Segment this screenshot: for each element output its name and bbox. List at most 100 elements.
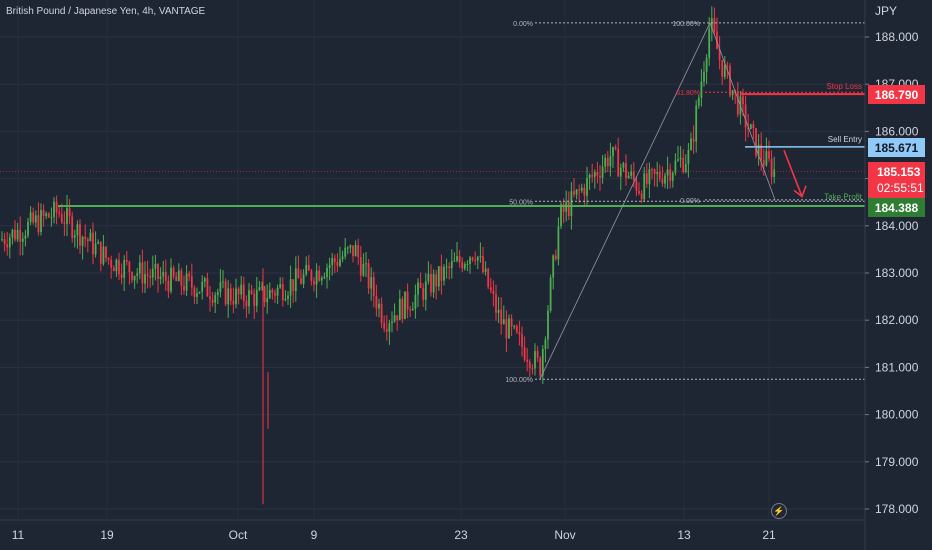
candle-body xyxy=(271,290,274,293)
candle-body xyxy=(409,309,412,311)
candle-body xyxy=(118,259,120,275)
fib2-top-label: 100.00% xyxy=(672,21,700,28)
candle-body xyxy=(359,257,362,276)
candle-body xyxy=(120,274,123,278)
candle-body xyxy=(658,172,661,179)
time-tick-label: 9 xyxy=(311,528,318,542)
candle-body xyxy=(274,292,276,296)
candle-body xyxy=(744,104,747,128)
candle-body xyxy=(219,282,222,292)
candle-body xyxy=(383,322,386,329)
candle-body xyxy=(674,160,677,173)
candle-body xyxy=(562,204,565,212)
candle-body xyxy=(66,208,68,224)
current-price: 185.153 xyxy=(877,165,921,179)
fib1-bottom-label: 100.00% xyxy=(505,377,533,384)
candle-body xyxy=(84,236,87,239)
candle-body xyxy=(255,290,258,306)
candle-body xyxy=(617,148,620,177)
candle-body xyxy=(718,49,721,61)
candle-body xyxy=(206,278,209,297)
fib2-bottom-label: 0.00% xyxy=(680,198,700,205)
candle-body xyxy=(305,264,308,275)
candle-body xyxy=(417,282,419,295)
candle-body xyxy=(289,279,292,296)
candle-body xyxy=(370,277,373,289)
time-tick-label: 11 xyxy=(12,528,25,542)
candle-body xyxy=(320,277,323,281)
candle-body xyxy=(76,224,79,236)
candle-body xyxy=(497,309,500,313)
candle-body xyxy=(248,290,250,307)
candle-body xyxy=(14,229,16,240)
candle-body xyxy=(378,303,380,309)
candle-body xyxy=(349,245,352,248)
candle-body xyxy=(606,157,609,167)
candle-body xyxy=(55,201,58,213)
candle-body xyxy=(380,303,383,323)
candle-body xyxy=(261,286,263,288)
candle-body xyxy=(133,275,136,281)
candle-body xyxy=(357,244,360,258)
candle-body xyxy=(757,144,760,156)
time-axis[interactable]: 11 19 Oct 9 23 Nov 13 21 xyxy=(12,528,776,542)
candle-body xyxy=(627,175,630,179)
candle-body xyxy=(469,257,471,265)
candle-body xyxy=(177,270,180,281)
candle-body xyxy=(742,96,744,105)
candle-body xyxy=(193,287,196,297)
candle-body xyxy=(8,237,11,248)
candle-body xyxy=(346,247,349,249)
fib2-mid-label: 61.80% xyxy=(676,90,700,97)
candle-body xyxy=(68,208,71,217)
price-tick-label: 181.000 xyxy=(875,360,919,374)
candle-body xyxy=(42,209,45,216)
candle-body xyxy=(534,351,536,369)
sell-entry-label: Sell Entry xyxy=(828,135,862,144)
candle-body xyxy=(328,265,331,268)
candle-body xyxy=(684,164,687,172)
candle-body xyxy=(149,275,152,278)
candle-body xyxy=(21,238,24,242)
candle-body xyxy=(354,244,357,257)
symbol-title: British Pound / Japanese Yen, 4h, VANTAG… xyxy=(6,6,206,17)
candle-body xyxy=(471,257,474,260)
candle-body xyxy=(164,272,167,281)
candle-body xyxy=(552,255,555,278)
candle-body xyxy=(224,281,227,305)
price-axis[interactable]: 188.000187.000186.000185.000184.000183.0… xyxy=(865,30,919,516)
candle-body xyxy=(651,169,653,171)
candle-body xyxy=(393,315,396,322)
candle-body xyxy=(482,255,484,273)
candle-body xyxy=(294,268,297,292)
candle-body xyxy=(463,264,466,269)
candle-body xyxy=(375,295,378,309)
candle-body xyxy=(276,287,279,296)
candle-body xyxy=(279,284,282,288)
candle-body xyxy=(79,224,81,246)
candle-body xyxy=(339,259,341,266)
candle-body xyxy=(638,190,640,194)
candle-body xyxy=(125,260,128,262)
candle-body xyxy=(71,216,74,238)
candle-body xyxy=(3,239,6,245)
price-tick-label: 179.000 xyxy=(875,455,919,469)
candle-body xyxy=(635,180,638,191)
candle-body xyxy=(487,268,490,288)
candle-body xyxy=(229,288,232,301)
price-tick-label: 183.000 xyxy=(875,266,919,280)
candle-body xyxy=(557,226,560,260)
candle-body xyxy=(102,246,105,264)
time-tick-label: Oct xyxy=(229,528,248,542)
candle-body xyxy=(703,71,705,82)
candle-body xyxy=(573,191,575,195)
candle-body xyxy=(99,241,102,264)
candle-body xyxy=(53,201,55,218)
lightning-icon[interactable]: ⚡ xyxy=(771,503,787,519)
time-tick-label: Nov xyxy=(554,528,575,542)
currency-button[interactable]: JPY xyxy=(875,4,898,18)
candle-body xyxy=(222,281,224,283)
candle-body xyxy=(601,166,604,178)
